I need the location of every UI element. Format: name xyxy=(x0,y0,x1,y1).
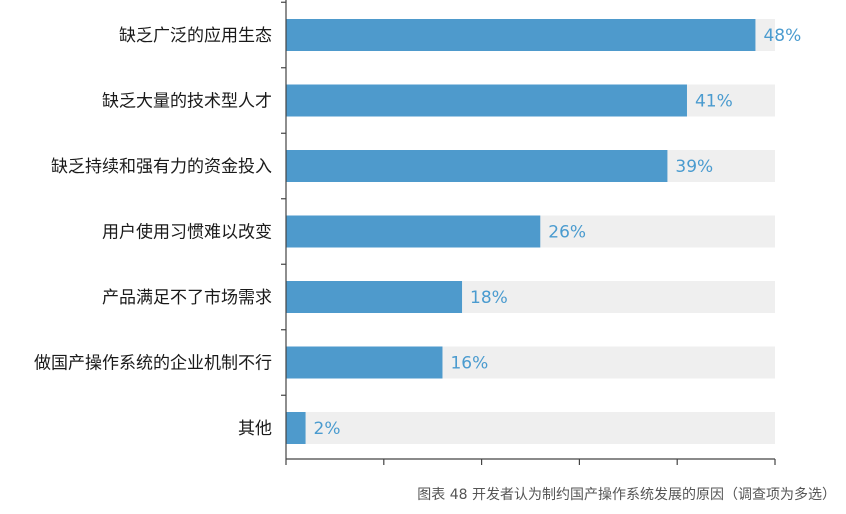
bars xyxy=(286,19,756,444)
value-label: 39% xyxy=(675,157,713,177)
category-labels: 缺乏广泛的应用生态缺乏大量的技术型人才缺乏持续和强有力的资金投入用户使用习惯难以… xyxy=(34,26,272,439)
bar xyxy=(286,412,306,444)
bar xyxy=(286,84,687,117)
value-label: 18% xyxy=(470,288,508,308)
value-labels: 48% 41% 39% 26% 18% 16% 2% xyxy=(314,26,802,439)
category-label: 缺乏大量的技术型人才 xyxy=(102,92,272,112)
category-label: 缺乏持续和强有力的资金投入 xyxy=(51,157,272,177)
bar-chart: 缺乏广泛的应用生态缺乏大量的技术型人才缺乏持续和强有力的资金投入用户使用习惯难以… xyxy=(34,0,802,465)
category-label: 缺乏广泛的应用生态 xyxy=(119,26,272,46)
bar xyxy=(286,19,756,51)
category-label: 产品满足不了市场需求 xyxy=(102,288,272,308)
figure-caption: 图表 48 开发者认为制约国产操作系统发展的原因（调查项为多选） xyxy=(417,487,836,503)
bar xyxy=(286,281,463,313)
axes xyxy=(281,0,776,465)
bar xyxy=(286,150,668,182)
value-label: 41% xyxy=(695,92,733,112)
value-label: 16% xyxy=(450,354,488,374)
value-label: 26% xyxy=(548,223,586,243)
bar xyxy=(286,215,541,248)
category-label: 用户使用习惯难以改变 xyxy=(102,222,272,243)
value-label: 48% xyxy=(763,26,801,46)
value-label: 2% xyxy=(314,419,341,439)
category-label: 做国产操作系统的企业机制不行 xyxy=(34,354,272,374)
bar-track xyxy=(286,412,775,444)
category-label: 其他 xyxy=(238,419,272,439)
bar xyxy=(286,346,443,379)
